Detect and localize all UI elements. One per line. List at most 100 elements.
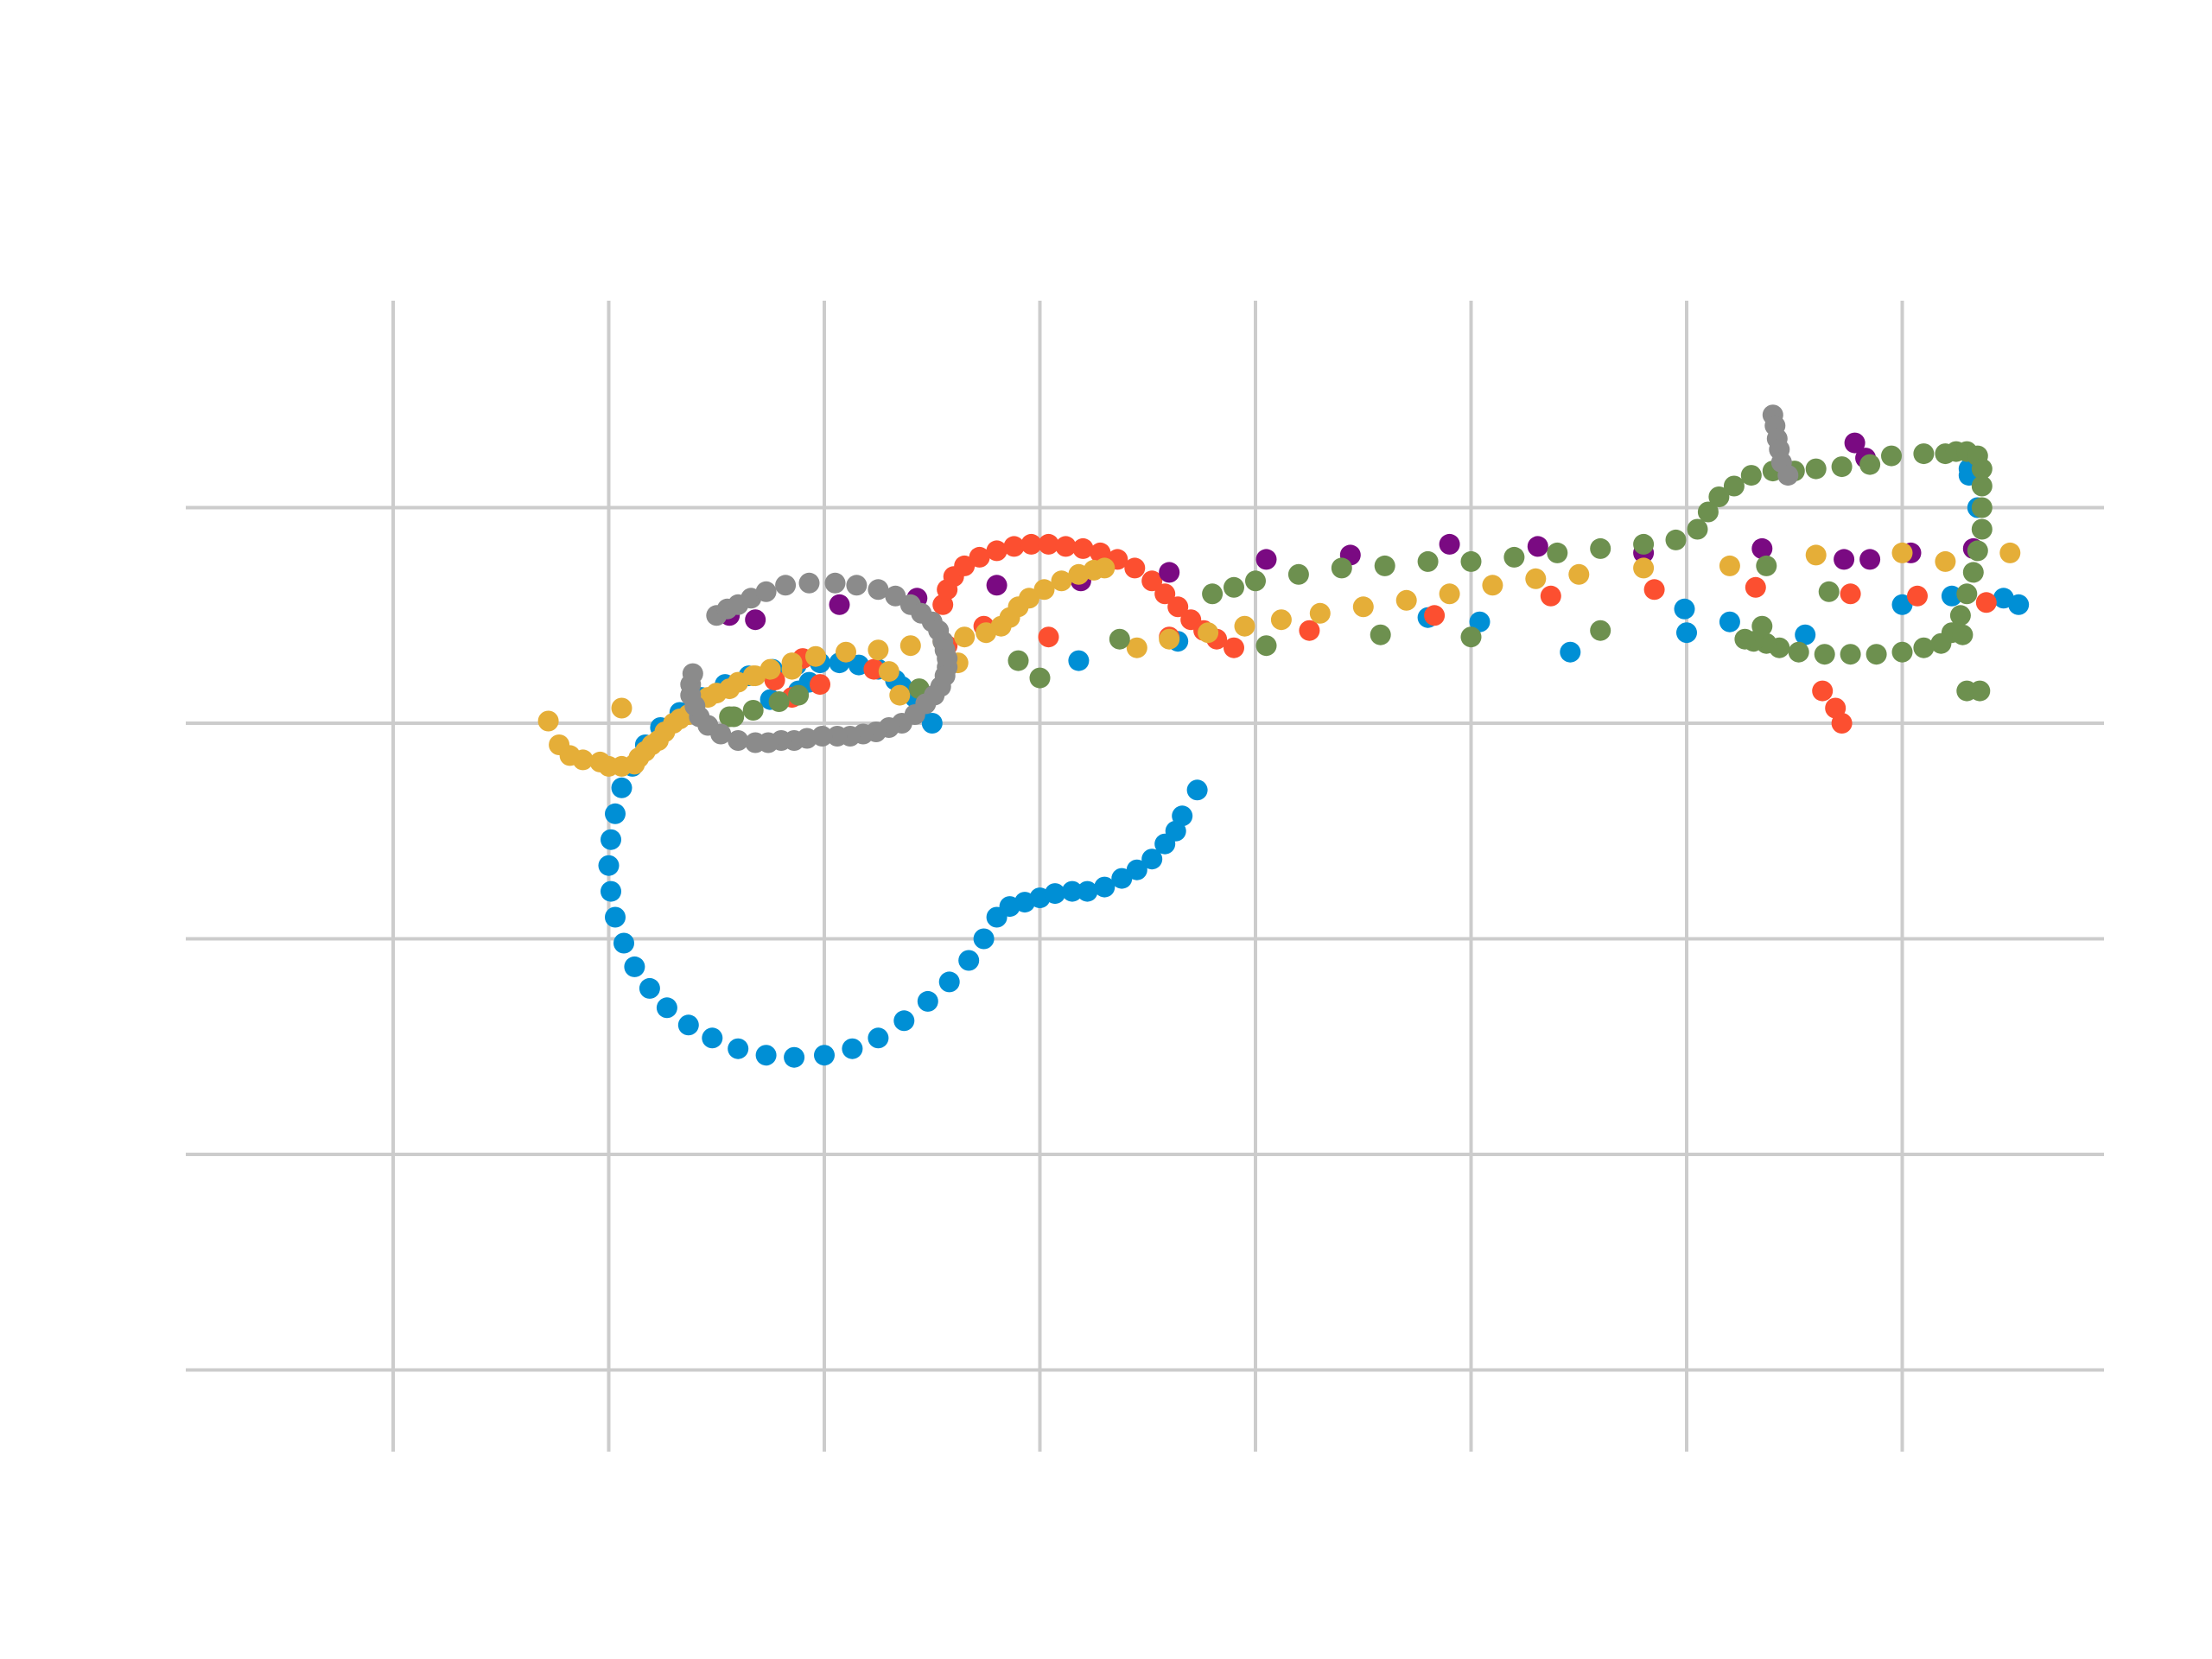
data-point xyxy=(824,572,846,594)
data-point xyxy=(682,663,703,684)
data-point xyxy=(1331,557,1352,579)
data-point xyxy=(728,1038,749,1059)
data-point xyxy=(1697,501,1719,523)
data-point xyxy=(1831,456,1853,478)
data-point xyxy=(868,639,889,661)
data-point xyxy=(1834,549,1855,570)
data-point xyxy=(1051,570,1072,592)
data-point xyxy=(1038,626,1059,648)
data-point xyxy=(1287,563,1309,585)
data-point xyxy=(1255,549,1277,570)
data-point xyxy=(1840,644,1861,665)
data-point xyxy=(1029,667,1051,689)
data-point xyxy=(1255,635,1277,657)
data-point xyxy=(1055,536,1077,557)
data-point xyxy=(917,990,938,1012)
data-point xyxy=(1033,579,1055,601)
data-point xyxy=(1949,605,1971,626)
data-point xyxy=(868,1027,889,1049)
data-point xyxy=(827,726,848,747)
data-point xyxy=(605,803,626,824)
grid-layer xyxy=(186,301,2104,1452)
data-point xyxy=(549,734,570,755)
data-point xyxy=(1460,626,1482,648)
data-point xyxy=(1270,609,1292,631)
data-point xyxy=(1503,546,1525,568)
data-point xyxy=(537,710,559,732)
data-point xyxy=(1633,557,1655,579)
data-point xyxy=(1831,713,1853,734)
data-point xyxy=(1439,533,1460,555)
data-point xyxy=(1547,542,1568,563)
data-point xyxy=(745,609,766,631)
data-point xyxy=(836,641,856,663)
data-point xyxy=(1159,628,1180,650)
data-point xyxy=(755,1045,777,1066)
data-point xyxy=(1708,486,1730,507)
data-point xyxy=(2008,594,2030,615)
data-point xyxy=(921,713,943,734)
data-point xyxy=(1967,540,1988,562)
data-point xyxy=(1881,445,1902,467)
data-point xyxy=(1045,883,1065,905)
data-point xyxy=(1417,550,1439,572)
data-point xyxy=(1812,680,1834,702)
data-point xyxy=(1674,598,1695,620)
data-point xyxy=(1956,583,1978,605)
data-point xyxy=(1540,585,1561,607)
data-point xyxy=(1007,650,1029,671)
data-point xyxy=(745,665,766,687)
data-point xyxy=(1723,475,1745,497)
data-point xyxy=(1687,518,1708,540)
data-point xyxy=(973,928,995,950)
data-point xyxy=(1891,542,1913,563)
data-point xyxy=(1935,550,1956,572)
data-point xyxy=(1525,568,1547,589)
data-point xyxy=(611,697,632,719)
data-point xyxy=(899,635,921,657)
data-point xyxy=(742,700,764,721)
data-point xyxy=(810,674,830,696)
data-point xyxy=(1224,576,1244,598)
data-point xyxy=(1665,529,1687,550)
data-point xyxy=(1859,454,1881,475)
data-point xyxy=(611,777,632,798)
data-point xyxy=(1126,859,1147,880)
data-point xyxy=(1172,805,1193,827)
data-point xyxy=(1374,555,1395,576)
data-point xyxy=(639,977,660,999)
data-point xyxy=(1068,563,1090,585)
data-point xyxy=(1309,602,1331,624)
data-point xyxy=(1805,544,1827,566)
data-point xyxy=(814,1045,835,1066)
data-point xyxy=(1299,620,1320,641)
data-point xyxy=(1061,880,1083,902)
data-point xyxy=(1068,650,1090,671)
series-4 xyxy=(719,441,1993,728)
data-point xyxy=(1186,779,1208,801)
data-point xyxy=(958,950,980,971)
data-point xyxy=(829,594,850,615)
data-point xyxy=(954,626,976,648)
data-point xyxy=(788,684,810,706)
data-point xyxy=(1751,537,1773,559)
data-point xyxy=(893,1010,915,1032)
data-point xyxy=(976,622,997,644)
data-point xyxy=(1072,537,1094,559)
data-point xyxy=(1077,880,1098,902)
data-point xyxy=(1969,680,1991,702)
data-point xyxy=(1568,563,1590,585)
data-point xyxy=(1971,475,1993,497)
data-point xyxy=(938,971,960,993)
data-point xyxy=(1913,637,1935,658)
data-point xyxy=(598,855,620,876)
data-point xyxy=(677,1014,699,1036)
data-point xyxy=(846,575,868,596)
data-point xyxy=(601,880,621,902)
data-point xyxy=(1643,579,1665,601)
data-point xyxy=(1020,533,1042,555)
data-point xyxy=(1891,594,1913,615)
data-point xyxy=(656,997,677,1019)
